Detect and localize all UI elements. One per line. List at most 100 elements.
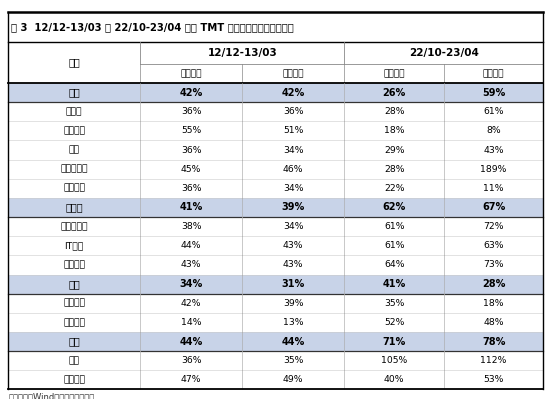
Text: 估值涨幅: 估值涨幅 — [283, 69, 304, 78]
Text: 表 3  12/12-13/03 和 22/10-23/04 期间 TMT 板块行情主要由估值驱动: 表 3 12/12-13/03 和 22/10-23/04 期间 TMT 板块行… — [11, 22, 294, 32]
Text: 59%: 59% — [482, 87, 505, 98]
Text: 42%: 42% — [179, 87, 203, 98]
Text: 43%: 43% — [283, 241, 304, 250]
Text: 61%: 61% — [384, 222, 404, 231]
Text: 55%: 55% — [181, 126, 201, 135]
Bar — [8, 332, 543, 351]
Text: 61%: 61% — [384, 241, 404, 250]
Text: 189%: 189% — [481, 165, 507, 174]
Text: 软件开发: 软件开发 — [63, 261, 85, 269]
Bar — [8, 294, 543, 313]
Bar — [8, 102, 543, 121]
Text: 计算机: 计算机 — [65, 202, 83, 213]
Text: 34%: 34% — [283, 222, 304, 231]
Bar — [8, 313, 543, 332]
Text: 45%: 45% — [181, 165, 201, 174]
Bar — [8, 179, 543, 198]
Text: 36%: 36% — [181, 146, 201, 154]
Text: 18%: 18% — [483, 299, 504, 308]
Text: 18%: 18% — [384, 126, 404, 135]
Text: 元件: 元件 — [69, 146, 80, 154]
Text: 44%: 44% — [282, 336, 305, 347]
Text: 34%: 34% — [283, 184, 304, 193]
Text: 62%: 62% — [382, 202, 406, 213]
Text: 通信设备: 通信设备 — [63, 299, 85, 308]
Text: 计算机设备: 计算机设备 — [60, 222, 88, 231]
Text: 41%: 41% — [382, 279, 406, 289]
Text: 49%: 49% — [283, 375, 304, 384]
Text: 43%: 43% — [283, 261, 304, 269]
Text: 12/12-13/03: 12/12-13/03 — [207, 48, 277, 58]
Text: IT服务: IT服务 — [64, 241, 84, 250]
Text: 11%: 11% — [483, 184, 504, 193]
Text: 8%: 8% — [486, 126, 501, 135]
Text: 14%: 14% — [181, 318, 201, 327]
Bar — [8, 42, 543, 64]
Text: 其他电子: 其他电子 — [63, 126, 85, 135]
Text: 28%: 28% — [482, 279, 505, 289]
Text: 34%: 34% — [179, 279, 203, 289]
Text: 28%: 28% — [384, 107, 404, 116]
Text: 半导体: 半导体 — [66, 107, 82, 116]
Bar — [8, 351, 543, 370]
Text: 36%: 36% — [181, 184, 201, 193]
Text: 52%: 52% — [384, 318, 404, 327]
Text: 36%: 36% — [181, 356, 201, 365]
Bar — [8, 121, 543, 140]
Text: 64%: 64% — [384, 261, 404, 269]
Text: 光学光电子: 光学光电子 — [60, 165, 88, 174]
Bar — [8, 370, 543, 389]
Text: 36%: 36% — [181, 107, 201, 116]
Text: 22/10-23/04: 22/10-23/04 — [409, 48, 479, 58]
Text: 消费电子: 消费电子 — [63, 184, 85, 193]
Text: 61%: 61% — [483, 107, 504, 116]
Text: 63%: 63% — [483, 241, 504, 250]
Text: 28%: 28% — [384, 165, 404, 174]
Text: 资料来源：Wind，海通证券研究所: 资料来源：Wind，海通证券研究所 — [8, 392, 95, 399]
Text: 42%: 42% — [282, 87, 305, 98]
Bar — [8, 140, 543, 160]
Text: 22%: 22% — [384, 184, 404, 193]
Text: 51%: 51% — [283, 126, 304, 135]
Text: 47%: 47% — [181, 375, 201, 384]
Text: 广告营销: 广告营销 — [63, 375, 85, 384]
Bar — [8, 198, 543, 217]
Text: 行业: 行业 — [68, 57, 80, 67]
Text: 39%: 39% — [282, 202, 305, 213]
Text: 71%: 71% — [382, 336, 406, 347]
Text: 72%: 72% — [483, 222, 504, 231]
Text: 44%: 44% — [179, 336, 203, 347]
Text: 40%: 40% — [384, 375, 404, 384]
Text: 估值涨幅: 估值涨幅 — [483, 69, 504, 78]
Text: 传媒: 传媒 — [68, 336, 80, 347]
Bar — [8, 275, 543, 294]
Text: 电子: 电子 — [68, 87, 80, 98]
Text: 29%: 29% — [384, 146, 404, 154]
Text: 44%: 44% — [181, 241, 201, 250]
Bar — [8, 217, 543, 236]
Text: 38%: 38% — [181, 222, 201, 231]
Text: 48%: 48% — [483, 318, 504, 327]
Bar — [8, 64, 543, 83]
Bar — [8, 236, 543, 255]
Text: 42%: 42% — [181, 299, 201, 308]
Text: 53%: 53% — [483, 375, 504, 384]
Text: 78%: 78% — [482, 336, 505, 347]
Text: 35%: 35% — [283, 356, 304, 365]
Bar — [8, 12, 543, 42]
Text: 67%: 67% — [482, 202, 505, 213]
Text: 35%: 35% — [384, 299, 404, 308]
Text: 34%: 34% — [283, 146, 304, 154]
Text: 46%: 46% — [283, 165, 304, 174]
Text: 73%: 73% — [483, 261, 504, 269]
Text: 指数涨幅: 指数涨幅 — [180, 69, 202, 78]
Text: 通信: 通信 — [68, 279, 80, 289]
Text: 39%: 39% — [283, 299, 304, 308]
Bar — [8, 255, 543, 275]
Text: 105%: 105% — [381, 356, 407, 365]
Text: 43%: 43% — [181, 261, 201, 269]
Text: 43%: 43% — [483, 146, 504, 154]
Text: 41%: 41% — [179, 202, 203, 213]
Text: 13%: 13% — [283, 318, 304, 327]
Text: 游戏: 游戏 — [69, 356, 80, 365]
